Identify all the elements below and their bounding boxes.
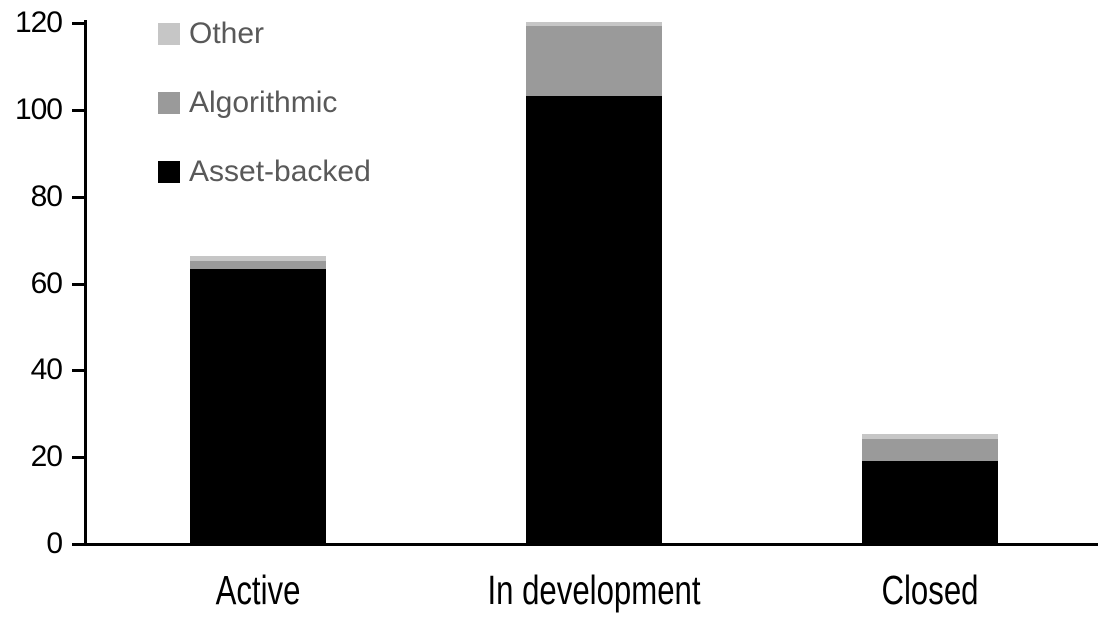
x-axis-label: In development bbox=[487, 567, 701, 613]
y-tick-label: 20 bbox=[30, 440, 63, 474]
y-tick bbox=[72, 283, 84, 286]
legend-swatch-algorithmic-icon bbox=[158, 92, 180, 114]
bar-segment-algorithmic bbox=[190, 260, 326, 270]
legend-label: Algorithmic bbox=[189, 86, 338, 119]
y-tick-label: 40 bbox=[30, 353, 63, 387]
legend-label: Asset-backed bbox=[189, 155, 371, 188]
bar-segment-asset-backed bbox=[526, 95, 662, 543]
bar-segment-other bbox=[190, 256, 326, 261]
legend: Other Algorithmic Asset-backed bbox=[158, 17, 371, 229]
x-axis-label: Active bbox=[215, 567, 301, 613]
y-tick bbox=[72, 109, 84, 112]
x-axis-line bbox=[84, 543, 1098, 546]
legend-item: Algorithmic bbox=[158, 86, 371, 119]
y-tick bbox=[72, 543, 84, 546]
bar-segment-asset-backed bbox=[190, 269, 326, 543]
y-tick bbox=[72, 196, 84, 199]
legend-item: Other bbox=[158, 17, 371, 50]
x-axis-label: Closed bbox=[881, 567, 979, 613]
y-tick bbox=[72, 22, 84, 25]
legend-swatch-asset-backed-icon bbox=[158, 161, 180, 183]
y-tick bbox=[72, 456, 84, 459]
y-tick bbox=[72, 369, 84, 372]
y-tick-label: 60 bbox=[30, 266, 63, 300]
y-tick-label: 80 bbox=[30, 179, 63, 213]
bar-segment-other bbox=[862, 434, 998, 439]
legend-item: Asset-backed bbox=[158, 155, 371, 188]
y-axis-line bbox=[84, 20, 87, 546]
bar-segment-other bbox=[526, 22, 662, 27]
y-tick-label: 120 bbox=[14, 6, 63, 39]
bar-segment-algorithmic bbox=[862, 438, 998, 461]
bar-segment-algorithmic bbox=[526, 26, 662, 96]
legend-swatch-other-icon bbox=[158, 23, 180, 45]
y-tick-label: 100 bbox=[14, 92, 63, 126]
bar-segment-asset-backed bbox=[862, 460, 998, 543]
legend-label: Other bbox=[189, 17, 265, 50]
y-tick-label: 0 bbox=[46, 527, 63, 560]
